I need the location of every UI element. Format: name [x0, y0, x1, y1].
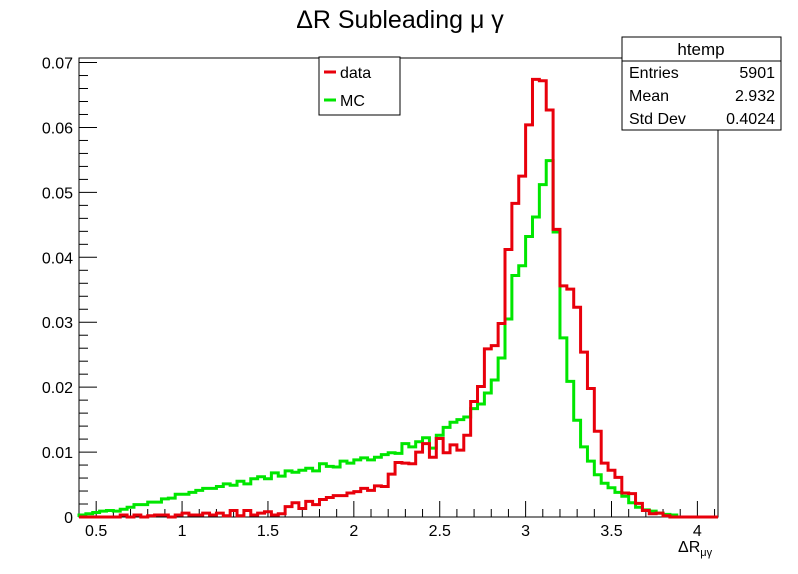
- stats-box: htemp Entries 5901 Mean 2.932 Std Dev 0.…: [621, 36, 782, 131]
- series-line-mc: [77, 159, 718, 519]
- legend-label-mc: MC: [340, 93, 365, 110]
- series-data: [79, 77, 718, 519]
- series-layer: [77, 77, 718, 519]
- y-tick-label: 0.06: [42, 120, 73, 137]
- y-tick-label: 0.01: [42, 445, 73, 462]
- y-tick-label: 0.02: [42, 380, 73, 397]
- x-axis-title-main: ΔR: [678, 539, 700, 556]
- stats-mean-value: 2.932: [735, 88, 775, 105]
- stats-box-frame: [621, 36, 782, 131]
- stats-entries-value: 5901: [739, 65, 775, 82]
- x-axis-title-sub: μγ: [700, 547, 712, 559]
- y-tick-label: 0.05: [42, 185, 73, 202]
- x-tick-label: 0.5: [85, 523, 107, 540]
- stats-mean-label: Mean: [629, 88, 669, 105]
- stats-entries-label: Entries: [629, 65, 679, 82]
- stats-stddev-label: Std Dev: [629, 111, 686, 128]
- y-tick-label: 0.03: [42, 315, 73, 332]
- series-line-data: [79, 77, 718, 519]
- stats-stddev-value: 0.4024: [726, 111, 775, 128]
- legend: data MC: [318, 56, 401, 116]
- y-tick-label: 0: [64, 510, 73, 527]
- x-tick-label: 4: [693, 523, 702, 540]
- stats-box-title: htemp: [677, 40, 724, 59]
- series-mc: [77, 159, 718, 519]
- x-tick-label: 3.5: [600, 523, 622, 540]
- y-axis: 0 0.01 0.02 0.03 0.04 0.05 0.06 0.07: [42, 56, 97, 527]
- x-tick-label: 2: [349, 523, 358, 540]
- legend-box: [318, 56, 401, 116]
- x-tick-label: 2.5: [429, 523, 451, 540]
- y-tick-label: 0.04: [42, 250, 73, 267]
- x-axis-title: ΔRμγ: [678, 539, 713, 559]
- x-tick-label: 1.5: [257, 523, 279, 540]
- y-tick-label: 0.07: [42, 56, 73, 73]
- chart-title: ΔR Subleading μ γ: [296, 6, 504, 34]
- x-tick-label: 1: [178, 523, 187, 540]
- legend-label-data: data: [340, 65, 371, 82]
- x-tick-label: 3: [521, 523, 530, 540]
- x-axis: 0.5 1 1.5 2 2.5 3 3.5 4: [78, 501, 716, 540]
